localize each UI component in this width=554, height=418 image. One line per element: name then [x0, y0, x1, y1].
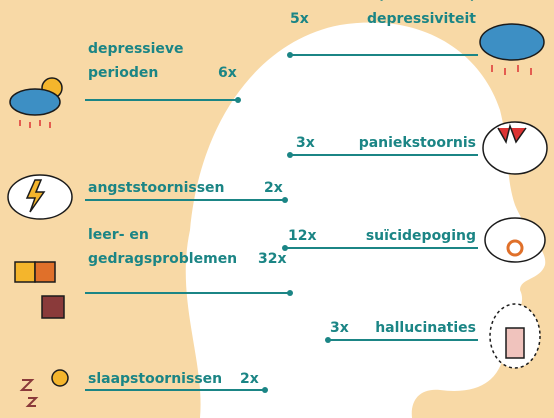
item-label: depressieve: [88, 41, 184, 57]
item-label: gedragsproblemen: [88, 251, 237, 267]
item-count: 3x: [296, 135, 315, 151]
item-label: perioden: [88, 65, 158, 81]
item-label: leer- en: [88, 227, 149, 243]
item-label: paniekstoornis: [359, 135, 476, 151]
icon-panic: [483, 122, 547, 174]
connector-dot: [287, 152, 293, 158]
item-count: 6x: [218, 65, 237, 81]
icon-noose: [485, 218, 545, 262]
item-label: slaapstoornissen: [88, 371, 222, 387]
infographic: depressieve perioden 6x angststoornissen 2x l…: [0, 0, 554, 418]
item-count: 2x: [264, 180, 283, 196]
connector-dot: [325, 337, 331, 343]
connector-dot: [235, 97, 241, 103]
item-count: 12x: [288, 228, 317, 244]
connector-dot: [262, 387, 268, 393]
item-label: depressiviteit: [367, 11, 476, 27]
connector-dot: [282, 197, 288, 203]
item-label: suïcidepoging: [366, 228, 476, 244]
connector-dot: [287, 52, 293, 58]
item-label: angststoornissen: [88, 180, 225, 196]
item-count: 5x: [290, 11, 309, 27]
item-label: hallucinaties: [375, 320, 476, 336]
icon-lightning: [8, 175, 72, 219]
connector-dot: [282, 245, 288, 251]
item-count: 32x: [258, 251, 287, 267]
item-label: (chronische): [378, 0, 476, 3]
connector-dot: [287, 290, 293, 296]
icon-figure: [490, 304, 540, 368]
item-count: 3x: [330, 320, 349, 336]
item-count: 2x: [240, 371, 259, 387]
